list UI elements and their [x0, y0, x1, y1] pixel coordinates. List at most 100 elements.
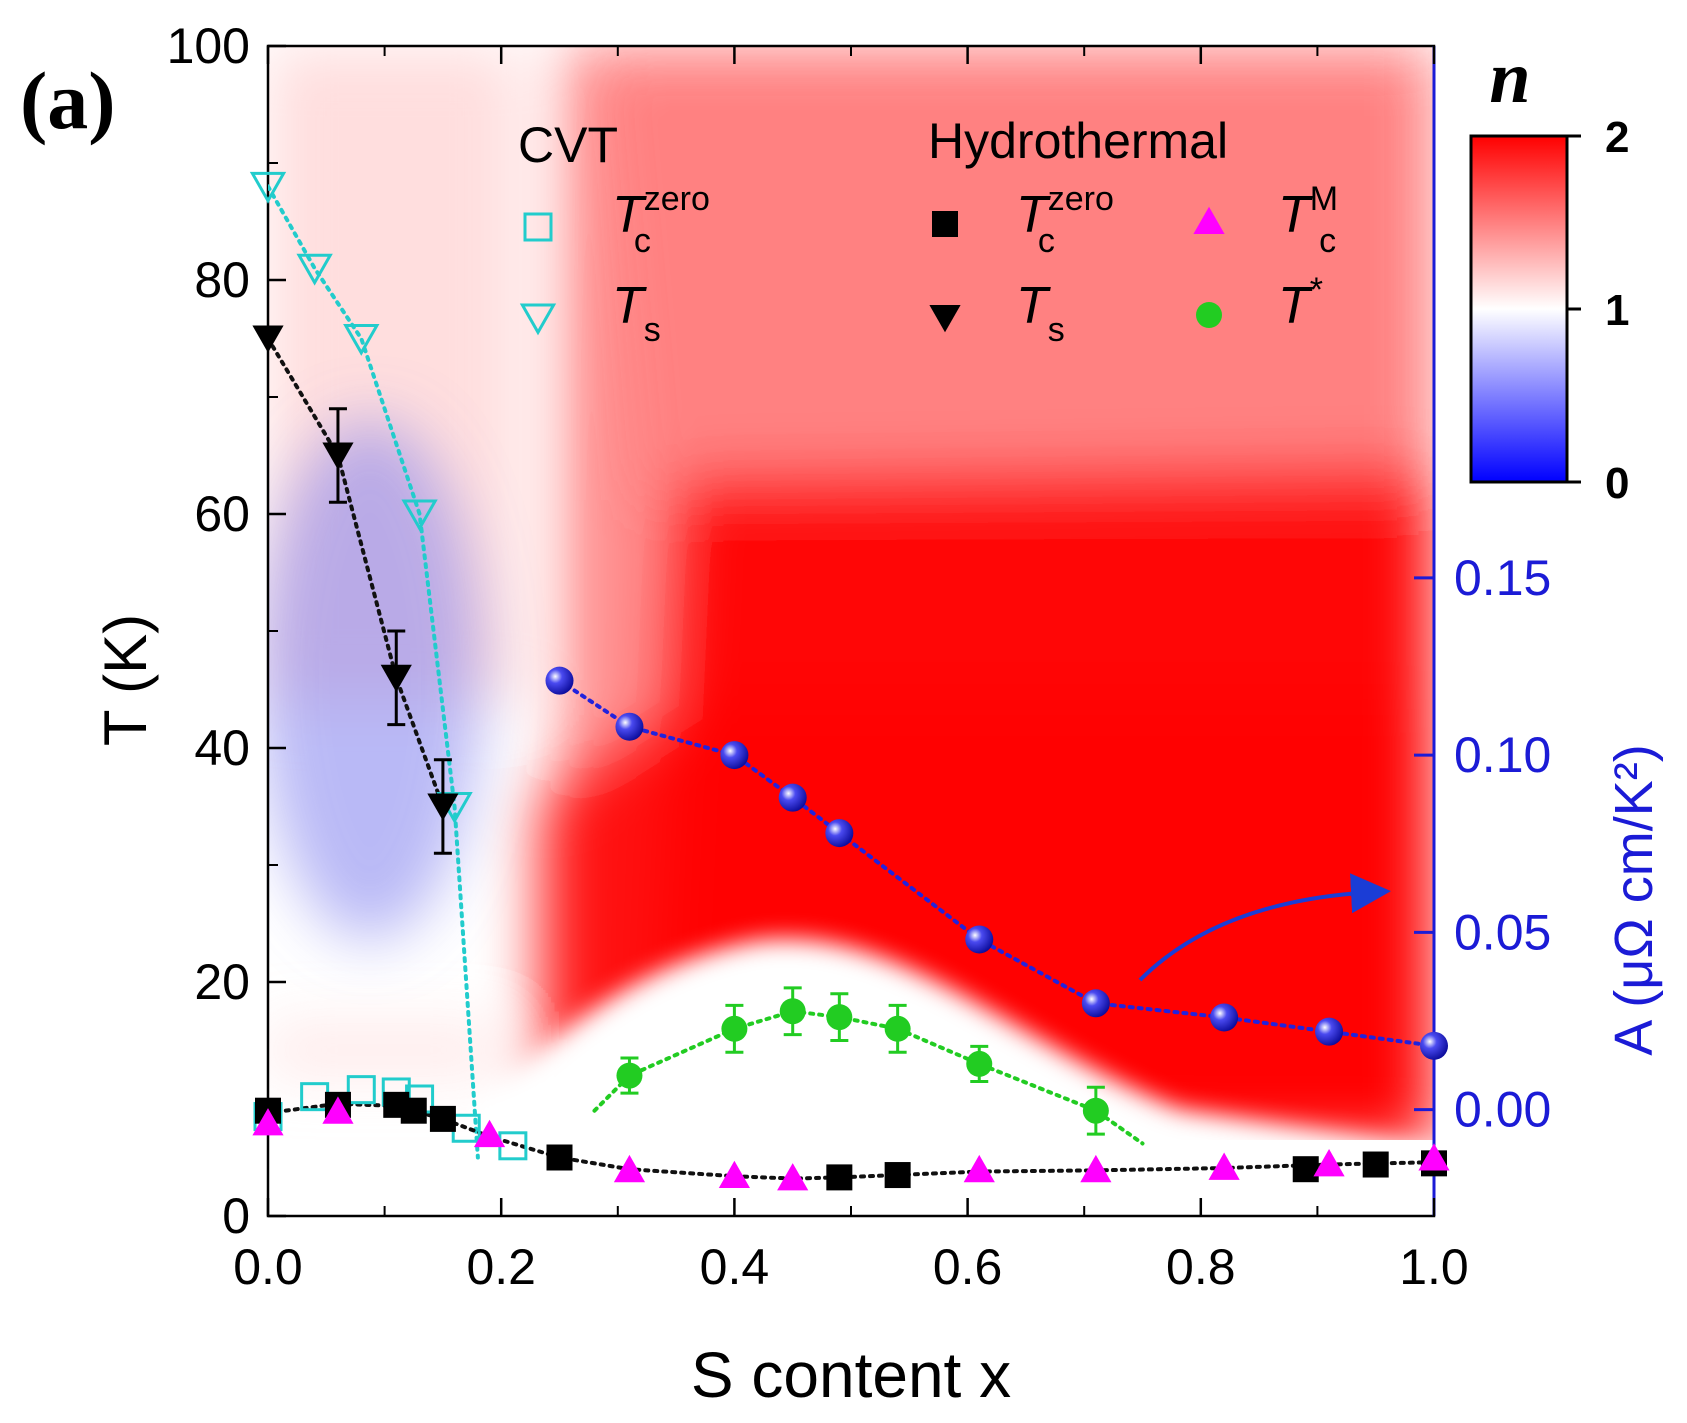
hydro-tcm-point: [1080, 1154, 1112, 1183]
y-right-tick-label: 0.05: [1454, 904, 1551, 960]
A-coeff-point: [545, 666, 574, 695]
hydro-tcm-point: [252, 1108, 284, 1136]
legend-text: Tzero c: [612, 180, 710, 260]
hydro-tc-point: [884, 1162, 911, 1189]
hydro-tstar-point: [826, 1004, 853, 1031]
colorbar-gradient: [1469, 134, 1569, 484]
y-left-tick-label: 80: [194, 252, 250, 308]
panel-label: (a): [20, 55, 116, 146]
legend-text: T*: [1278, 271, 1323, 335]
legend-items: Tzero c Ts Tzero c Ts TM c T*: [519, 180, 1338, 349]
colorbar-ticks: 0 1 2: [1567, 113, 1629, 508]
hydro-ts-point: [427, 793, 459, 821]
legend-item-cvt-ts: Ts: [519, 277, 661, 349]
legend-text: TM c: [1278, 180, 1338, 260]
A-coeff-point: [1081, 989, 1110, 1018]
x-axis-label: S content x: [691, 1339, 1011, 1411]
hydro-tstar-point: [721, 1015, 748, 1042]
y-left-tick-label: 0: [222, 1188, 250, 1244]
legend-group-cvt: CVT: [518, 117, 618, 173]
legend-marker: [1196, 302, 1222, 328]
hydro-tcm-point: [1208, 1152, 1240, 1180]
a-coefficient-guide: [557, 678, 1434, 1048]
colorbar-tick-label: 2: [1605, 113, 1629, 162]
legend-text: Tzero c: [1016, 180, 1114, 260]
legend: CVT Hydrothermal Tzero c Ts Tzero c Ts TM c T*: [518, 113, 1338, 349]
A-coeff-point: [965, 925, 994, 954]
hydro-tstar-point: [779, 998, 806, 1025]
A-coeff-point: [1315, 1017, 1344, 1046]
cvt-ts-point: [249, 171, 287, 204]
legend-item-hydro-tcm: TM c: [1193, 180, 1338, 260]
x-tick-label: 0.4: [700, 1239, 770, 1295]
right-axis-arrow: [1138, 873, 1391, 982]
hydro-tcm-point: [1313, 1149, 1345, 1177]
legend-marker: [1193, 206, 1225, 234]
hydro-tc-point: [400, 1097, 427, 1124]
right-y-axis-label: A (μΩ cm/K²): [1604, 744, 1664, 1055]
data-markers: [249, 171, 1450, 1191]
A-coeff-point: [1420, 1031, 1448, 1060]
hydro-tcm-point: [613, 1154, 646, 1183]
A-coeff-point: [825, 819, 854, 848]
hydro-tstar-point: [1082, 1097, 1109, 1124]
colorbar-tick-label: 1: [1605, 286, 1629, 335]
y-left-tick-label: 100: [167, 18, 250, 74]
hydro-ts-point: [252, 325, 284, 353]
hydro-tcm-point: [1418, 1143, 1450, 1171]
right-y-axis-ticks: 0.00 0.05 0.10 0.15: [1414, 550, 1551, 1138]
hydro-ts-point: [380, 664, 412, 693]
A-coeff-point: [615, 712, 644, 741]
hydro-tc-point: [826, 1164, 853, 1191]
left-y-axis-ticks: 0 20 40 60 80 100: [167, 18, 286, 1244]
hydro-ts-guide: [268, 336, 445, 809]
legend-marker: [523, 212, 553, 242]
y-left-tick-label: 20: [194, 954, 250, 1010]
colorbar-tick-label: 0: [1605, 459, 1629, 508]
legend-marker: [932, 211, 958, 237]
left-y-axis-label: T (K): [92, 614, 159, 746]
hydro-tstar-point: [966, 1050, 993, 1077]
y-right-tick-label: 0.15: [1454, 550, 1551, 606]
A-coeff-point: [778, 783, 807, 812]
colorbar-label: n: [1489, 37, 1530, 119]
cvt-ts-guide: [268, 184, 480, 1160]
hydro-tcm-point: [963, 1154, 995, 1183]
A-coeff-point: [1210, 1003, 1239, 1032]
x-tick-label: 0.0: [233, 1239, 303, 1295]
x-tick-label: 0.8: [1166, 1239, 1236, 1295]
legend-marker: [519, 303, 557, 336]
legend-item-hydro-tstar: T*: [1196, 271, 1323, 335]
hydro-tstar-point: [616, 1062, 643, 1089]
y-right-tick-label: 0.10: [1454, 727, 1551, 783]
hydro-tstar-point: [884, 1015, 911, 1042]
hydro-tc-point: [429, 1105, 456, 1132]
hydro-tc-point: [546, 1144, 573, 1171]
hydro-tcm-point: [473, 1119, 506, 1148]
cvt-tc-point: [346, 1075, 376, 1105]
cvt-ts-point: [296, 253, 333, 286]
hydro-tcm-point: [718, 1160, 750, 1189]
cvt-ts-point: [343, 324, 380, 356]
y-right-tick-label: 0.00: [1454, 1082, 1551, 1138]
x-tick-label: 1.0: [1399, 1239, 1469, 1295]
legend-group-hydrothermal: Hydrothermal: [928, 113, 1228, 169]
x-tick-label: 0.2: [466, 1239, 536, 1295]
legend-item-cvt-tc: Tzero c: [523, 180, 710, 260]
legend-item-hydro-ts: Ts: [929, 277, 1065, 349]
hydro-tc-point: [1292, 1156, 1319, 1183]
hydro-tcm-point: [322, 1096, 354, 1124]
y-left-tick-label: 40: [194, 720, 250, 776]
legend-item-hydro-tc: Tzero c: [932, 180, 1114, 260]
legend-text: Ts: [612, 277, 661, 349]
y-left-tick-label: 60: [194, 486, 250, 542]
exponent-heatmap: [268, 46, 1434, 1216]
hydro-ts-point: [322, 442, 354, 470]
legend-marker: [929, 305, 961, 333]
colorbar: n 0 1 2: [1469, 37, 1629, 508]
cvt-ts-point: [401, 499, 438, 532]
legend-text: Ts: [1016, 277, 1065, 349]
hydro-tcm-point: [777, 1163, 809, 1191]
x-tick-label: 0.6: [933, 1239, 1003, 1295]
